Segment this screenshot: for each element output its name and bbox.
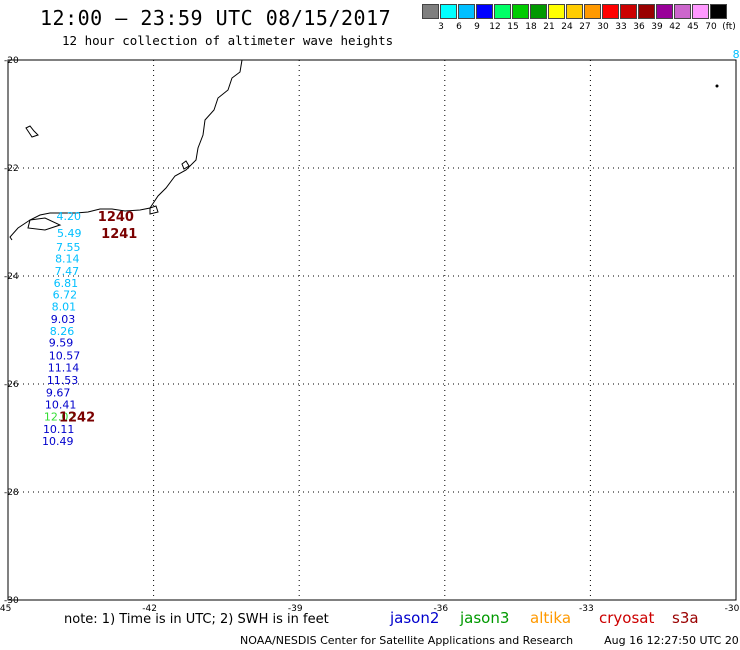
lon-tick-label: -45: [0, 604, 11, 614]
lat-tick-label: -30: [4, 596, 19, 606]
color-swatch: [530, 4, 547, 19]
wave-height-value: 7.55: [56, 241, 81, 254]
color-scale-label: 36: [633, 22, 645, 32]
coastal-island: [181, 160, 190, 170]
island-outline: [27, 217, 62, 231]
color-scale-label: 45: [687, 22, 699, 32]
color-swatch: [458, 4, 475, 19]
offshore-island: [25, 125, 39, 138]
satellite-name: s3a: [672, 609, 699, 627]
color-swatch: [710, 4, 727, 19]
color-swatch: [512, 4, 529, 19]
color-scale-legend: 3 6 9 12 15 18 21 24 27 30 33 36 39 42 45 70 (ft): [422, 4, 736, 36]
lon-tick-label: -36: [433, 604, 448, 614]
pass-labels: 1240 1241 1242: [59, 210, 137, 426]
pass-number-label: 1241: [101, 227, 137, 242]
color-scale-label: 9: [474, 22, 480, 32]
mainland-coastline: [9, 59, 243, 241]
wave-height-value: 10.57: [49, 350, 81, 363]
color-scale-label: 24: [561, 22, 573, 32]
map-title: 12:00 – 23:59 UTC 08/15/2017: [40, 6, 392, 30]
color-swatch: [674, 4, 691, 19]
credit-text: NOAA/NESDIS Center for Satellite Applica…: [240, 634, 574, 647]
color-swatch: [638, 4, 655, 19]
color-swatch: [494, 4, 511, 19]
wave-height-value: 9.59: [49, 337, 74, 350]
color-scale-label: (ft): [722, 22, 736, 32]
offshore-dot: [715, 84, 719, 88]
wave-height-value: 8.26: [50, 325, 74, 338]
color-scale-label: 15: [507, 22, 519, 32]
wave-height-value: 11.53: [47, 374, 79, 387]
wave-height-labels: 4.20 5.497.558.147.476.816.728.019.038.26…: [42, 210, 82, 448]
lon-tick-label: -33: [579, 604, 594, 614]
lat-tick-label: -20: [4, 56, 19, 66]
color-scale-label: 3: [438, 22, 444, 32]
edge-wave-label: 8: [733, 48, 740, 61]
color-scale-label: 6: [456, 22, 462, 32]
color-scale-label: 39: [651, 22, 663, 32]
color-swatch: [620, 4, 637, 19]
axis-tick-labels: -45 -42 -39 -36 -33 -30 -20 -22 -24 -26 -28 -30: [0, 56, 740, 614]
footer-note: note: 1) Time is in UTC; 2) SWH is in fe…: [64, 612, 329, 627]
wave-height-value: 7.47: [55, 265, 79, 278]
color-swatch: [602, 4, 619, 19]
color-swatch: [440, 4, 457, 19]
wave-height-value: 6.72: [53, 289, 78, 302]
wave-height-value: 9.03: [51, 313, 76, 326]
map-frame: [7, 59, 737, 601]
lat-tick-label: -24: [4, 272, 19, 282]
lat-tick-label: -26: [4, 380, 19, 390]
color-swatch: [548, 4, 565, 19]
color-swatch: [656, 4, 673, 19]
color-swatch: [476, 4, 493, 19]
satellite-name: altika: [530, 609, 572, 627]
wave-height-value: 8.01: [52, 301, 77, 314]
lon-tick-label: -39: [288, 604, 303, 614]
lon-tick-label: -30: [725, 604, 740, 614]
generated-timestamp: Aug 16 12:27:50 UTC 2017: [604, 634, 740, 647]
color-scale-label: 21: [543, 22, 555, 32]
footer-credit: NOAA/NESDIS Center for Satellite Applica…: [240, 634, 740, 647]
pass-number-label: 1240: [98, 210, 134, 225]
wave-height-value: 6.81: [54, 277, 79, 290]
color-scale-label: 12: [489, 22, 501, 32]
lon-tick-label: -42: [142, 604, 157, 614]
lat-lon-grid: [7, 59, 737, 601]
lat-tick-label: -22: [4, 164, 19, 174]
color-scale-label: 27: [579, 22, 591, 32]
edge-labels: 8: [733, 48, 740, 61]
color-swatch: [584, 4, 601, 19]
coastline: [9, 59, 243, 241]
color-scale-label: 42: [669, 22, 681, 32]
wave-height-value: 10.41: [45, 398, 76, 411]
wave-height-value: 10.11: [43, 423, 75, 436]
wave-height-value: 10.49: [42, 435, 73, 448]
color-swatch: [566, 4, 583, 19]
wave-height-value: 12.02: [44, 411, 76, 424]
color-swatch: [692, 4, 709, 19]
color-scale-label: 70: [705, 22, 717, 32]
color-swatch: [422, 4, 439, 19]
color-scale-label: 18: [525, 22, 537, 32]
wave-height-value: 5.49: [57, 227, 81, 240]
satellite-name: jason3: [460, 609, 510, 627]
map-subtitle: 12 hour collection of altimeter wave hei…: [62, 33, 394, 48]
wave-height-value: 8.14: [55, 253, 80, 266]
wave-height-value: 4.20: [57, 210, 82, 223]
pass-number-label: 1242: [59, 411, 95, 426]
lat-tick-label: -28: [4, 488, 19, 498]
wave-height-value: 11.14: [48, 362, 80, 375]
satellite-name: cryosat: [599, 609, 655, 627]
color-scale-label: 30: [597, 22, 609, 32]
satellite-name: jason2: [390, 609, 440, 627]
wave-height-value: 9.67: [46, 386, 71, 399]
bay-outline: [149, 205, 159, 215]
color-scale-label: 33: [615, 22, 627, 32]
